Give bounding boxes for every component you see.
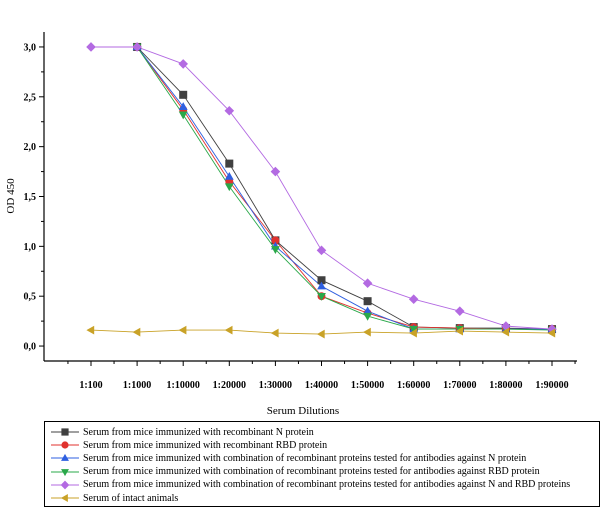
x-tick-label: 1:10000 — [167, 380, 200, 391]
series-lines — [90, 46, 553, 335]
x-tick-label: 1:50000 — [351, 380, 384, 391]
x-axis: 1:100 1:1000 1:10000 1:20000 1:30000 1:40000 1… — [67, 361, 576, 391]
legend-label: Serum from mice immunized with recombina… — [83, 439, 328, 451]
y-axis-title: OD 450 — [5, 178, 17, 214]
data-point — [409, 325, 419, 334]
legend-swatch-marker — [61, 468, 69, 476]
series-line — [136, 46, 553, 330]
legend-swatch-marker — [61, 441, 69, 449]
legend-item: Serum from mice immunized with combinati… — [51, 479, 570, 491]
x-tick-label: 1:60000 — [397, 380, 430, 391]
legend-swatch — [51, 494, 79, 502]
y-axis: 0,0 0,5 1,0 1,5 2,0 2,5 3,0 — [24, 42, 44, 353]
data-point — [178, 102, 188, 110]
legend-swatch — [51, 428, 79, 436]
data-point — [316, 329, 325, 339]
legend-swatch — [51, 468, 79, 476]
y-tick-label: 2,5 — [24, 92, 37, 103]
series-line — [136, 46, 553, 331]
x-tick-label: 1:40000 — [305, 380, 338, 391]
data-point — [178, 111, 188, 120]
data-point — [224, 171, 234, 180]
y-tick-label: 0,0 — [24, 342, 37, 353]
data-point — [178, 59, 188, 69]
legend-item: Serum from mice immunized with combinati… — [51, 466, 540, 478]
data-point — [86, 42, 96, 52]
data-point — [363, 327, 371, 337]
data-point — [501, 327, 510, 337]
legend-item: Serum from mice immunized with combinati… — [51, 452, 526, 464]
data-point — [224, 183, 234, 192]
x-tick-label: 1:100 — [79, 380, 102, 391]
line-chart: 0,0 0,5 1,0 1,5 2,0 2,5 3,0 1:100 1:1000 1:10000… — [5, 32, 577, 417]
data-point — [408, 294, 419, 304]
data-point — [270, 328, 279, 338]
data-point — [132, 42, 142, 52]
x-tick-label: 1:1000 — [123, 380, 151, 391]
data-point — [363, 297, 372, 306]
data-point — [317, 276, 326, 285]
plot-area — [43, 32, 577, 362]
legend-item: Serum of intact animals — [51, 492, 178, 504]
y-tick-label: 1,5 — [24, 192, 37, 203]
data-point — [455, 306, 465, 316]
x-tick-label: 1:70000 — [443, 380, 476, 391]
legend-label: Serum from mice immunized with combinati… — [83, 452, 527, 464]
legend-swatch-marker — [61, 428, 69, 436]
y-tick-label: 3,0 — [24, 42, 37, 53]
data-point — [224, 105, 235, 116]
x-tick-label: 1:20000 — [213, 380, 246, 391]
legend-swatch — [51, 480, 79, 490]
data-point — [317, 292, 326, 301]
legend-label: Serum from mice immunized with combinati… — [83, 466, 540, 478]
legend-item: Serum from mice immunized with recombina… — [51, 439, 327, 451]
legend-swatch — [51, 454, 79, 462]
data-point — [316, 245, 327, 256]
data-point — [317, 281, 326, 290]
data-point — [224, 325, 233, 335]
legend-swatch-marker — [60, 494, 68, 502]
data-point — [179, 90, 188, 99]
data-point — [363, 306, 372, 315]
x-tick-label: 1:30000 — [259, 380, 292, 391]
data-point — [86, 325, 95, 335]
data-point — [455, 326, 463, 336]
series-markers — [86, 42, 557, 339]
data-point — [547, 328, 556, 338]
data-point — [270, 166, 281, 177]
y-tick-label: 1,0 — [24, 242, 37, 253]
legend-swatch-marker — [60, 480, 70, 490]
data-point — [271, 246, 280, 254]
y-tick-label: 0,5 — [24, 292, 37, 303]
data-point — [178, 325, 187, 335]
legend-swatch-marker — [61, 454, 69, 462]
data-point — [501, 321, 511, 331]
x-tick-label: 1:90000 — [535, 380, 568, 391]
x-tick-label: 1:80000 — [489, 380, 522, 391]
x-axis-title: Serum Dilutions — [267, 405, 339, 417]
data-point — [409, 328, 417, 338]
data-point — [363, 312, 372, 321]
data-point — [271, 236, 280, 245]
data-point — [547, 324, 557, 334]
data-point — [225, 159, 234, 168]
series-line — [136, 46, 552, 330]
legend-label: Serum of intact animals — [83, 492, 179, 504]
y-tick-label: 2,0 — [24, 142, 37, 153]
legend-item: Serum from mice immunized with recombina… — [51, 426, 314, 438]
data-point — [362, 278, 373, 289]
legend-label: Serum from mice immunized with combinati… — [83, 479, 571, 491]
legend-swatch — [51, 441, 79, 449]
series-line — [136, 46, 552, 330]
data-point — [132, 327, 141, 337]
legend: Serum from mice immunized with recombina… — [44, 421, 600, 507]
legend-label: Serum from mice immunized with recombina… — [83, 426, 314, 438]
